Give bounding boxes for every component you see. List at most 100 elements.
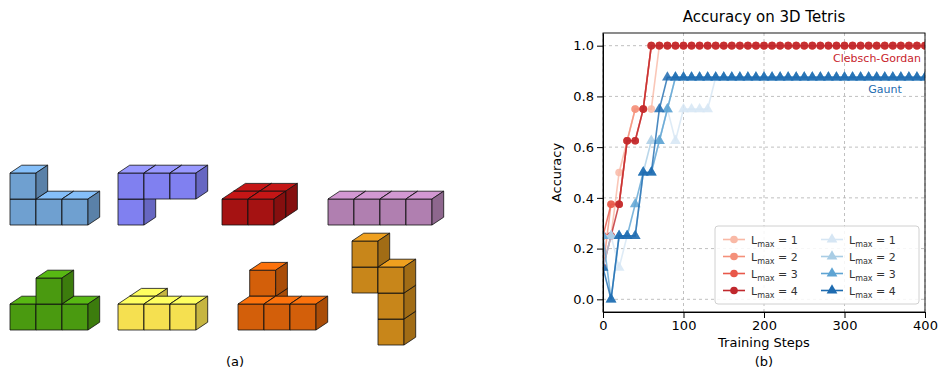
series-marker <box>712 42 720 50</box>
cube-face <box>264 304 290 330</box>
tetris-piece <box>10 270 100 330</box>
series-marker <box>752 42 760 50</box>
series-marker <box>728 42 736 50</box>
series-marker <box>736 42 744 50</box>
cube-face <box>250 270 276 296</box>
cube-face <box>36 199 62 225</box>
series-marker <box>921 42 925 50</box>
grid <box>603 33 925 312</box>
x-tick-mark <box>845 312 846 318</box>
series-marker <box>873 42 881 50</box>
cube-face <box>118 304 144 330</box>
series-marker <box>647 42 655 50</box>
series-marker <box>808 42 816 50</box>
series-marker <box>857 42 865 50</box>
series-marker <box>704 42 712 50</box>
series-marker <box>865 42 873 50</box>
series-marker <box>606 293 617 302</box>
legend-label: Lmax = 3 <box>751 268 798 283</box>
series-marker <box>897 42 905 50</box>
series-marker <box>744 42 752 50</box>
y-tick: 0.0 <box>573 292 603 307</box>
series-marker <box>841 42 849 50</box>
cube-face <box>36 165 48 199</box>
x-axis-title: Training Steps <box>717 335 810 350</box>
figure: (a) 01002003004000.00.20.40.60.81.0 Accura… <box>0 0 945 373</box>
series-marker <box>728 42 736 50</box>
cube-face <box>62 270 74 304</box>
series-marker <box>784 42 792 50</box>
cube-face <box>404 259 416 293</box>
series-marker <box>639 105 647 113</box>
series-marker <box>744 42 752 50</box>
series-marker <box>784 42 792 50</box>
cube-face <box>196 296 208 330</box>
series-marker <box>696 42 704 50</box>
legend-swatch-marker <box>827 267 838 276</box>
tetris-piece <box>352 233 416 345</box>
legend-item: Lmax = 2 <box>723 251 798 266</box>
series-marker <box>784 42 792 50</box>
legend-label: Lmax = 3 <box>849 268 896 283</box>
panel-a <box>10 165 444 345</box>
series-marker <box>696 42 704 50</box>
legend-item: Lmax = 4 <box>723 285 798 300</box>
plot-marks <box>603 42 925 303</box>
series-marker <box>606 293 617 302</box>
grid-line <box>603 147 925 148</box>
series-marker <box>712 42 720 50</box>
series-marker <box>825 42 833 50</box>
series-marker <box>817 42 825 50</box>
series-marker <box>857 42 865 50</box>
series-marker <box>670 135 681 144</box>
series-marker <box>792 42 800 50</box>
series-marker <box>849 42 857 50</box>
cube-face <box>10 199 36 225</box>
series-marker <box>768 42 776 50</box>
series-marker <box>800 42 808 50</box>
series-marker <box>849 42 857 50</box>
series-marker <box>808 42 816 50</box>
series-marker <box>808 42 816 50</box>
y-tick-label: 0.6 <box>573 140 594 155</box>
tetris-piece <box>118 288 208 330</box>
series-marker <box>921 42 925 50</box>
series-marker <box>760 42 768 50</box>
cube-face <box>290 304 316 330</box>
legend-item: Lmax = 3 <box>723 268 798 283</box>
cube-face <box>248 199 274 225</box>
series-marker <box>825 42 833 50</box>
series-marker <box>921 42 925 50</box>
series-marker <box>849 42 857 50</box>
series-marker <box>702 103 713 112</box>
series-marker <box>672 42 680 50</box>
series-marker <box>744 42 752 50</box>
x-axis: 0100200300400 <box>599 312 938 333</box>
x-tick-label: 300 <box>833 318 858 333</box>
series-marker <box>817 42 825 50</box>
annotation: Clebsch-Gordan <box>833 52 921 65</box>
series-marker <box>913 42 921 50</box>
series-marker <box>800 42 808 50</box>
legend-item: Lmax = 3 <box>821 267 896 282</box>
panel-label: (b) <box>755 354 773 369</box>
series-marker <box>857 42 865 50</box>
series-marker <box>776 42 784 50</box>
legend-label: Lmax = 1 <box>849 234 896 249</box>
series-marker <box>768 42 776 50</box>
y-axis: 0.00.20.40.60.81.0 <box>573 34 603 313</box>
series-marker <box>720 42 728 50</box>
x-tick-mark <box>603 312 604 318</box>
series-marker <box>736 42 744 50</box>
y-tick: 0.6 <box>573 140 603 155</box>
cube-face <box>352 241 378 267</box>
series-marker <box>680 42 688 50</box>
panel-label: (a) <box>226 354 244 369</box>
y-axis-line <box>603 34 604 313</box>
cube-face <box>380 199 406 225</box>
series-marker <box>881 42 889 50</box>
series-marker <box>646 166 657 175</box>
series-marker <box>841 42 849 50</box>
chart-title: Accuracy on 3D Tetris <box>683 8 846 26</box>
cube-face <box>354 199 380 225</box>
